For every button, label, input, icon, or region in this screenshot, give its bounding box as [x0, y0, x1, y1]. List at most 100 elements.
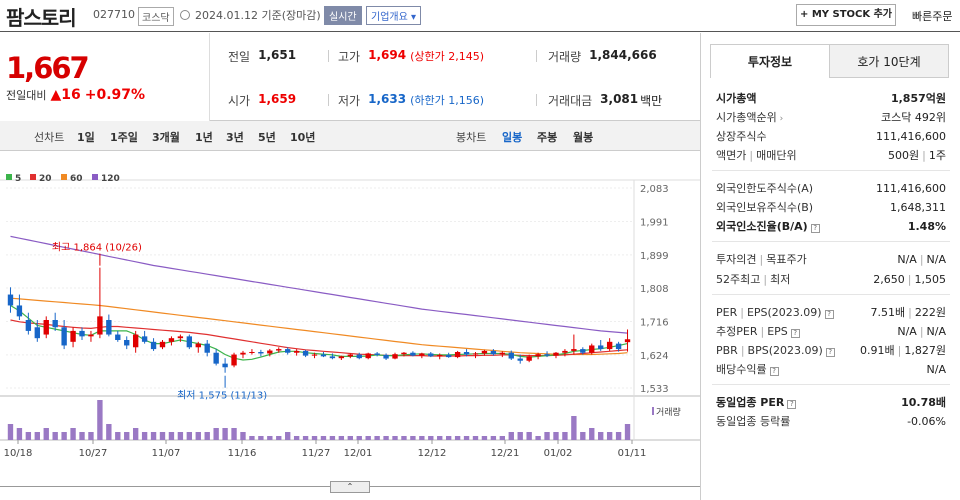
help-icon[interactable]: ?	[824, 309, 834, 319]
volume-bar	[419, 436, 425, 440]
period-5y[interactable]: 5년	[258, 131, 276, 144]
period-1w[interactable]: 1주일	[110, 131, 138, 144]
candle-body	[472, 353, 479, 355]
volume-bar	[88, 432, 94, 440]
fast-order-link[interactable]: 빠른주문	[912, 10, 953, 23]
candle-body	[517, 358, 523, 361]
help-icon[interactable]: ?	[825, 347, 835, 357]
clock-icon	[180, 10, 190, 20]
volume-bar	[132, 428, 139, 440]
high-annotation: 최고 1,864 (10/26)	[52, 242, 142, 254]
candle-body	[419, 353, 425, 356]
row-market-cap: 시가총액 1,857억원	[716, 90, 946, 106]
period-1y[interactable]: 1년	[195, 131, 213, 144]
w52-low-value: 1,505	[914, 272, 947, 286]
ma-legend-label: 120	[101, 174, 120, 184]
volume-bar	[338, 436, 345, 440]
shares-label: 상장주식수	[716, 130, 767, 143]
volume-bar	[70, 428, 76, 440]
change-value: ▲16	[50, 87, 81, 103]
candle-body	[231, 354, 237, 366]
candle-monthly[interactable]: 월봉	[573, 131, 594, 144]
volume-legend-swatch	[652, 407, 654, 415]
candle-body	[535, 354, 541, 357]
volume-bar	[598, 432, 604, 440]
low-label: 저가	[338, 94, 361, 108]
volume-bar	[204, 432, 210, 440]
volume-bar	[544, 432, 550, 440]
row-est-per: 추정PER | EPS? N/A | N/A	[716, 324, 946, 338]
x-tick-label: 01/11	[618, 448, 647, 459]
dividend-value: N/A	[926, 362, 946, 376]
amount-value: 3,081	[600, 92, 639, 106]
volume-bar	[472, 436, 479, 440]
ma-legend-swatch	[92, 174, 98, 180]
add-mystock-button[interactable]: + MY STOCK 추가	[796, 4, 896, 26]
divider	[712, 241, 950, 242]
stock-code: 027710	[93, 8, 135, 21]
volume-bar	[168, 432, 175, 440]
industry-rate-value: -0.06%	[907, 414, 946, 428]
y-tick-label: 1,533	[640, 384, 669, 395]
candle-body	[186, 336, 193, 348]
tab-investment-info[interactable]: 투자정보	[710, 44, 830, 78]
volume-legend-label: 거래량	[656, 406, 681, 418]
foreign-limit-value: 111,416,600	[876, 181, 946, 195]
candle-body	[490, 350, 497, 355]
volume-bar	[258, 436, 264, 440]
row-par: 액면가 | 매매단위 500원 | 1주	[716, 149, 946, 162]
tab-orderbook[interactable]: 호가 10단계	[829, 44, 949, 78]
candle-body	[61, 327, 67, 346]
candle-body	[52, 320, 58, 328]
bps-value: 1,827원	[904, 344, 946, 357]
ma60-line	[10, 297, 628, 356]
volume-bar	[61, 432, 67, 440]
volume-bar	[159, 432, 166, 440]
volume-bar	[276, 436, 282, 440]
candle-body	[454, 352, 461, 358]
period-10y[interactable]: 10년	[290, 131, 316, 144]
period-3m[interactable]: 3개월	[152, 131, 180, 144]
company-overview-dropdown[interactable]: 기업개요 ▾	[366, 6, 421, 25]
volume-bar	[392, 436, 398, 440]
price-summary: 1,667 전일대비 ▲16 +0.97%	[0, 33, 210, 121]
x-tick-label: 01/02	[544, 448, 573, 459]
volume-bar	[562, 432, 568, 440]
y-tick-label: 1,624	[640, 351, 669, 362]
candle-daily[interactable]: 일봉	[502, 131, 523, 144]
est-per-label: 추정PER	[716, 325, 758, 338]
ma-legend-label: 60	[70, 174, 83, 184]
eps-label: EPS(2023.09)	[746, 305, 822, 319]
candle-body	[526, 356, 532, 361]
candle-body	[213, 352, 219, 364]
candle-body	[445, 354, 452, 358]
volume-bar	[302, 436, 309, 440]
volume-bar	[571, 416, 577, 440]
help-icon[interactable]: ?	[787, 400, 797, 409]
volume-bar	[490, 436, 497, 440]
candle-body	[410, 352, 416, 356]
help-icon[interactable]: ?	[810, 224, 820, 233]
candle-weekly[interactable]: 주봉	[537, 131, 558, 144]
foreign-rate-label: 외국인소진율(B/A)	[716, 220, 808, 233]
period-3y[interactable]: 3년	[226, 131, 244, 144]
divider	[712, 384, 950, 385]
candle-body	[571, 349, 577, 351]
realtime-button[interactable]: 실시간	[324, 6, 362, 25]
help-icon[interactable]: ?	[769, 367, 779, 376]
help-icon[interactable]: ?	[790, 329, 800, 338]
current-price: 1,667	[6, 51, 90, 85]
chart-collapse-button[interactable]: ⌃	[330, 481, 370, 493]
industry-per-label: 동일업종 PER	[716, 396, 785, 409]
ma-legend-swatch	[61, 174, 67, 180]
w52-high-value: 2,650	[873, 272, 905, 286]
row-foreign-hold: 외국인보유주식수(B) 1,648,311	[716, 199, 946, 215]
x-tick-label: 11/27	[302, 448, 331, 459]
ma-legend-swatch	[6, 174, 12, 180]
market-rank-label: 시가총액순위 ›	[716, 111, 784, 124]
candle-body	[356, 354, 362, 359]
period-1d[interactable]: 1일	[77, 131, 95, 144]
per-label: PER	[716, 305, 738, 319]
pbr-label: PBR	[716, 343, 738, 357]
stock-chart[interactable]: 5 20 60 120 2,083 1,991 1,899 1,808 1,716 1,624 1,…	[0, 152, 700, 500]
